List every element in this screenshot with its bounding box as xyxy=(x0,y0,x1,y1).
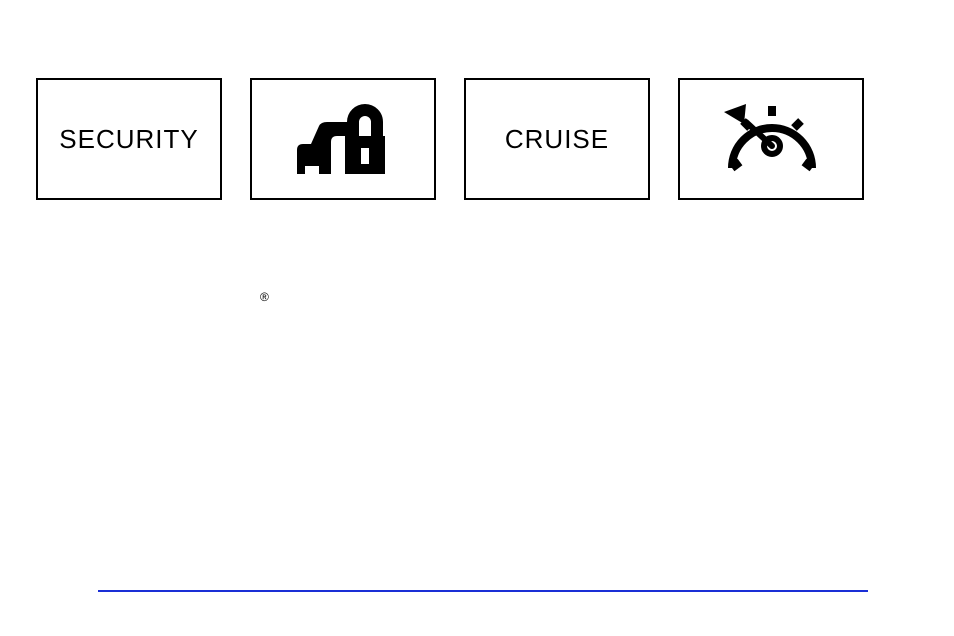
cruise-gauge-tile xyxy=(678,78,864,200)
cruise-label: CRUISE xyxy=(505,124,609,155)
security-tile: SECURITY xyxy=(36,78,222,200)
cruise-tile: CRUISE xyxy=(464,78,650,200)
car-lock-tile xyxy=(250,78,436,200)
page-footer-rule xyxy=(98,590,868,592)
cruise-gauge-icon xyxy=(706,94,836,184)
indicator-tiles-row: SECURITY CRUISE xyxy=(36,78,864,200)
security-label: SECURITY xyxy=(59,124,198,155)
registered-trademark-symbol: ® xyxy=(260,290,269,304)
car-lock-icon xyxy=(283,96,403,182)
